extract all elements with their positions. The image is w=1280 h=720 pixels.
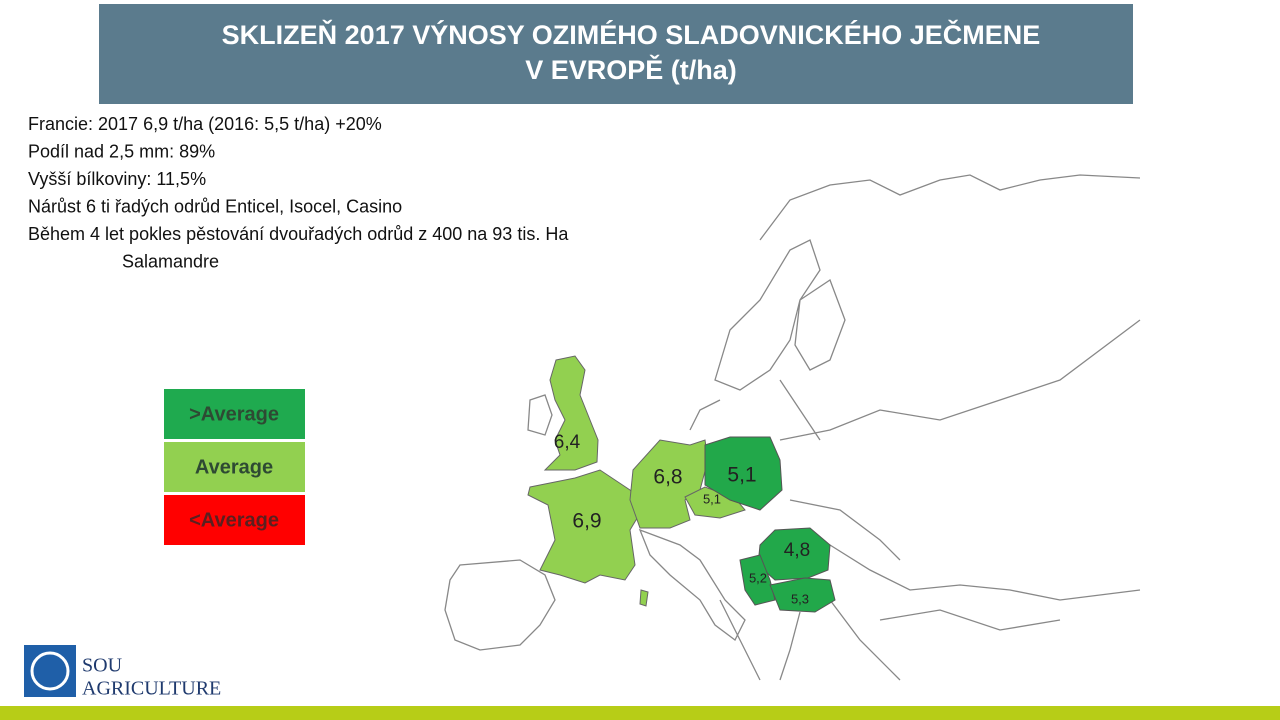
logo-text: AGRICULTURE [82,678,221,700]
title: SKLIZEŇ 2017 VÝNOSY OZIMÉHO SLADOVNICKÉH… [222,19,1041,50]
note-line: Podíl nad 2,5 mm: 89% [28,141,215,161]
map-label: 5,2 [749,570,767,585]
logo-mark [30,651,70,691]
map-label: 5,1 [727,464,756,487]
legend-label: >Average [189,403,279,425]
map-label: 4,8 [784,540,810,561]
legend-label: Average [195,456,273,478]
note-line: Salamandre [122,251,219,271]
note-line: Vyšší bílkoviny: 11,5% [28,169,206,189]
legend: >Average Average <Average [164,389,305,545]
legend-label: <Average [189,509,279,531]
map-label: 6,4 [554,432,581,453]
legend-swatch [164,442,305,492]
logo: SOU AGRICULTURE [24,645,221,700]
note-line: Francie: 2017 6,9 t/ha (2016: 5,5 t/ha) … [28,114,382,134]
title: V EVROPĚ (t/ha) [525,54,737,85]
map-label: 5,1 [703,491,721,506]
map [444,174,1141,681]
map-label: 5,3 [791,591,809,606]
map-label: 6,8 [653,466,682,489]
footer-stripe [0,706,1280,720]
logo-text: SOU [82,655,123,677]
note-line: Nárůst 6 ti řadých odrůd Enticel, Isocel… [28,196,402,216]
note-line: Během 4 let pokles pěstování dvouřadých … [28,224,569,244]
map-label: 6,9 [572,510,601,533]
legend-swatch [164,389,305,439]
legend-swatch [164,495,305,545]
title-bar [99,4,1133,104]
